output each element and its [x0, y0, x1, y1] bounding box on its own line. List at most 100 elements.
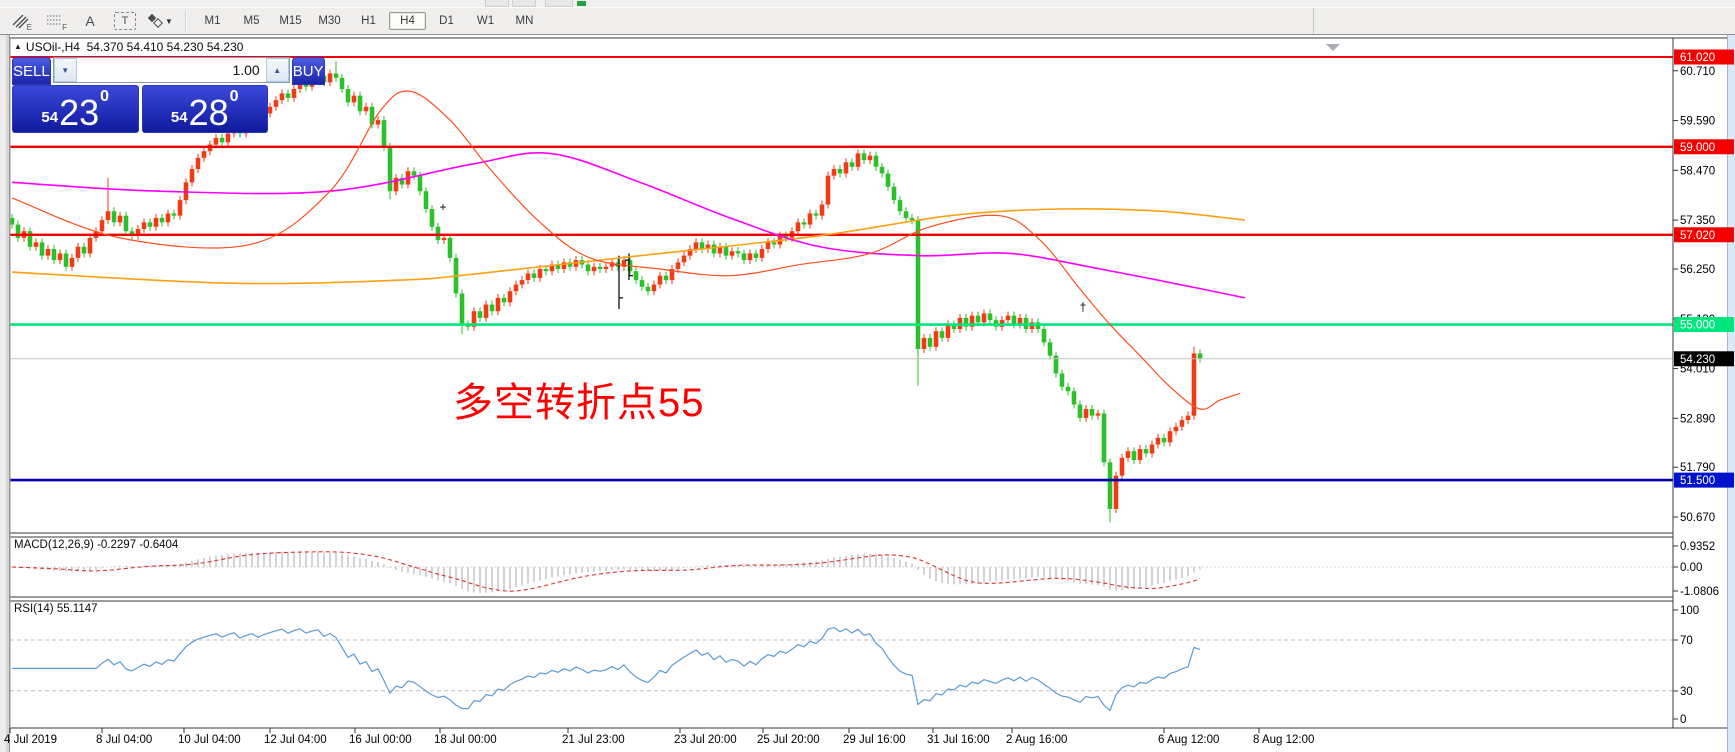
price-axis: 60.71059.59058.47057.35056.25055.13054.0… — [1673, 49, 1734, 726]
svg-text:†: † — [1080, 300, 1087, 314]
svg-text:50.670: 50.670 — [1680, 512, 1715, 524]
macd-signal-line — [11, 551, 1201, 592]
buy-price-big: 28 — [188, 92, 229, 133]
right-scrollbar — [1727, 35, 1735, 752]
svg-text:59.590: 59.590 — [1680, 116, 1715, 128]
svg-text:21 Jul 23:00: 21 Jul 23:00 — [562, 734, 625, 746]
sell-price-sup: 0 — [100, 88, 110, 105]
svg-text:51.500: 51.500 — [1680, 475, 1715, 487]
one-click-trading-panel: SELL ▼ ▲ BUY 54 23 0 54 28 0 — [12, 57, 325, 133]
timeframe-M30[interactable]: M30 — [318, 15, 341, 27]
timeframe-M1[interactable]: M1 — [204, 15, 221, 27]
volume-decrease-button[interactable]: ▼ — [53, 58, 77, 82]
svg-text:59.000: 59.000 — [1680, 142, 1715, 154]
svg-text:4 Jul 2019: 4 Jul 2019 — [4, 734, 57, 746]
svg-text:52.890: 52.890 — [1680, 413, 1715, 425]
icon-letter: T — [121, 15, 129, 27]
svg-text:60.710: 60.710 — [1680, 66, 1715, 78]
toolbar-separator — [1313, 8, 1314, 34]
svg-text:-1.0806: -1.0806 — [1680, 586, 1719, 598]
svg-text:58.470: 58.470 — [1680, 165, 1715, 177]
sell-button[interactable]: SELL — [12, 57, 51, 85]
ma-mid-line — [11, 152, 1246, 299]
svg-text:31 Jul 16:00: 31 Jul 16:00 — [927, 734, 990, 746]
timeframe-W1[interactable]: W1 — [476, 15, 495, 27]
svg-text:61.020: 61.020 — [1680, 52, 1715, 64]
svg-text:0: 0 — [1680, 714, 1686, 726]
icon-letter: A — [85, 13, 95, 29]
svg-text:54.230: 54.230 — [1680, 354, 1715, 366]
chart-shift-marker[interactable] — [1326, 44, 1340, 51]
svg-text:0.9352: 0.9352 — [1680, 541, 1715, 553]
svg-text:8 Aug 12:00: 8 Aug 12:00 — [1253, 734, 1314, 746]
svg-text:2 Aug 16:00: 2 Aug 16:00 — [1006, 734, 1067, 746]
equidistant-channel-icon[interactable]: E — [5, 9, 35, 33]
fibonacci-grid-icon[interactable]: F — [40, 9, 70, 33]
macd-panel — [10, 551, 1673, 593]
svg-text:54.010: 54.010 — [1680, 364, 1715, 376]
svg-text:56.250: 56.250 — [1680, 264, 1715, 276]
timeframe-MN[interactable]: MN — [515, 15, 534, 27]
status-green-dot — [577, 1, 586, 6]
svg-text:8 Jul 04:00: 8 Jul 04:00 — [96, 734, 152, 746]
toolbar-stub — [512, 0, 536, 7]
buy-button[interactable]: BUY — [291, 57, 325, 85]
price-badge — [1674, 49, 1734, 65]
time-axis: 4 Jul 2019 8 Jul 04:00 10 Jul 04:00 12 Jul … — [4, 728, 1314, 746]
text-tool-icon[interactable]: A — [75, 9, 105, 33]
buy-price-small: 54 — [170, 109, 188, 126]
symbol-period-label: USOil-,H4 — [25, 40, 80, 54]
toolbar-separator — [185, 11, 187, 31]
buy-price-sup: 0 — [229, 88, 239, 105]
icon-letter: F — [62, 23, 67, 32]
svg-text:29 Jul 16:00: 29 Jul 16:00 — [843, 734, 906, 746]
price-badge — [1674, 139, 1734, 155]
svg-text:12 Jul 04:00: 12 Jul 04:00 — [264, 734, 327, 746]
svg-text:70: 70 — [1680, 635, 1693, 647]
svg-text:18 Jul 00:00: 18 Jul 00:00 — [434, 734, 497, 746]
timeframe-buttons: M1 M5 M15 M30 H1 H4 D1 W1 MN — [193, 12, 544, 30]
volume-increase-button[interactable]: ▲ — [265, 58, 289, 82]
rsi-panel — [10, 626, 1673, 712]
price-badge — [1674, 351, 1734, 367]
timeframe-D1[interactable]: D1 — [439, 15, 454, 27]
timeframe-M5[interactable]: M5 — [243, 15, 260, 27]
timeframe-H1[interactable]: H1 — [361, 15, 376, 27]
svg-text:+: + — [439, 200, 446, 214]
svg-text:16 Jul 00:00: 16 Jul 00:00 — [349, 734, 412, 746]
toolbar-stub — [545, 0, 573, 7]
ma-fast-line — [11, 90, 1241, 410]
svg-text:0.00: 0.00 — [1680, 562, 1702, 574]
volume-input[interactable] — [76, 58, 266, 82]
chevron-down-icon: ▼ — [165, 16, 173, 26]
arrows-shapes-icon[interactable]: ▼ — [141, 9, 179, 33]
svg-text:10 Jul 04:00: 10 Jul 04:00 — [178, 734, 241, 746]
sell-price-big: 23 — [59, 92, 100, 133]
svg-text:57.020: 57.020 — [1680, 230, 1715, 242]
toolbar-stub — [485, 0, 509, 7]
svg-text:25 Jul 20:00: 25 Jul 20:00 — [757, 734, 820, 746]
text-label-icon[interactable]: T — [114, 12, 136, 30]
sell-price-tile[interactable]: 54 23 0 — [12, 85, 139, 133]
upper-toolbar-remnant — [0, 0, 1735, 8]
rsi-line — [12, 626, 1201, 712]
svg-text:6 Aug 12:00: 6 Aug 12:00 — [1158, 734, 1219, 746]
rsi-label: RSI(14) 55.1147 — [14, 603, 98, 615]
svg-text:51.790: 51.790 — [1680, 462, 1715, 474]
timeframe-M15[interactable]: M15 — [279, 15, 302, 27]
timeframe-H4[interactable]: H4 — [389, 12, 426, 30]
buy-price-tile[interactable]: 54 28 0 — [141, 85, 268, 133]
macd-label: MACD(12,26,9) -0.2297 -0.6404 — [14, 539, 179, 551]
chart-annotation-text: 多空转折点55 — [453, 381, 705, 425]
svg-text:55.000: 55.000 — [1680, 320, 1715, 332]
svg-text:30: 30 — [1680, 686, 1693, 698]
price-badge — [1674, 317, 1734, 333]
drawing-toolbar: E F A T ▼ M1 M5 M15 M30 H1 H4 D1 W1 MN — [0, 8, 1735, 35]
panel-borders — [9, 37, 1727, 729]
collapse-arrow-icon[interactable]: ▲ — [14, 42, 22, 51]
icon-letter: E — [26, 23, 32, 32]
ma-slow-line — [11, 207, 1246, 285]
sell-price-small: 54 — [41, 109, 59, 126]
